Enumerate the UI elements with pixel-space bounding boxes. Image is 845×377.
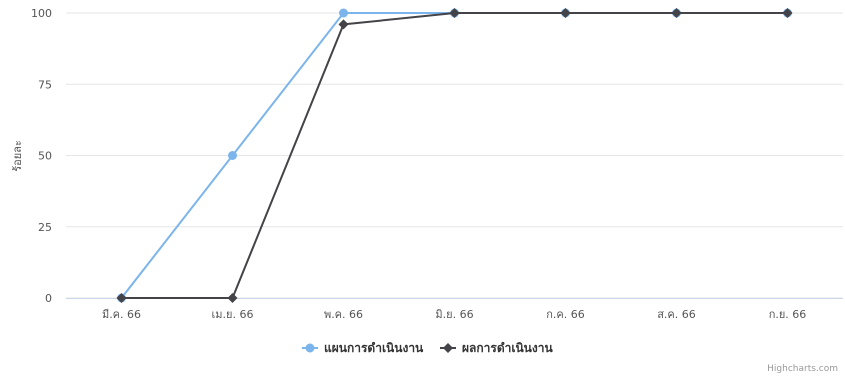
data-point[interactable] [560, 8, 571, 18]
data-point[interactable] [671, 8, 682, 18]
legend-item[interactable]: ผลการดำเนินงาน [440, 341, 553, 355]
x-tick-label: พ.ค. 66 [324, 308, 363, 321]
y-axis-label: ร้อยละ [11, 140, 24, 172]
legend-label: ผลการดำเนินงาน [462, 341, 553, 355]
y-tick-label: 25 [38, 221, 52, 234]
y-tick-label: 0 [45, 292, 52, 305]
x-axis-ticks: มี.ค. 66 เม.ย. 66 พ.ค. 66 มิ.ย. 66 ก.ค. 66 ส.… [102, 308, 806, 321]
series [116, 8, 793, 303]
grid [66, 12, 843, 299]
x-tick-label: เม.ย. 66 [212, 308, 254, 321]
data-point[interactable] [449, 8, 460, 18]
data-point[interactable] [116, 293, 127, 303]
x-tick-label: ก.ย. 66 [769, 308, 807, 321]
legend-symbol [305, 343, 315, 353]
data-point[interactable] [228, 151, 237, 160]
legend-symbol [443, 343, 453, 353]
y-tick-label: 75 [38, 78, 52, 91]
y-axis-ticks: 0 25 50 75 100 [31, 7, 52, 305]
data-point[interactable] [339, 8, 348, 18]
legend[interactable]: แผนการดำเนินงาน ผลการดำเนินงาน [302, 341, 553, 355]
legend-item[interactable]: แผนการดำเนินงาน [302, 341, 424, 355]
x-tick-label: ก.ค. 66 [546, 308, 585, 321]
data-point[interactable] [227, 293, 238, 303]
credits-link[interactable]: Highcharts.com [767, 364, 838, 374]
series-2[interactable] [116, 8, 793, 303]
legend-label: แผนการดำเนินงาน [324, 341, 424, 355]
x-tick-label: มิ.ย. 66 [435, 308, 473, 321]
y-tick-label: 100 [31, 7, 52, 20]
x-tick-label: มี.ค. 66 [102, 308, 141, 321]
data-point[interactable] [782, 8, 793, 18]
data-point[interactable] [338, 19, 349, 30]
x-tick-label: ส.ค. 66 [657, 308, 696, 321]
y-tick-label: 50 [38, 150, 52, 163]
